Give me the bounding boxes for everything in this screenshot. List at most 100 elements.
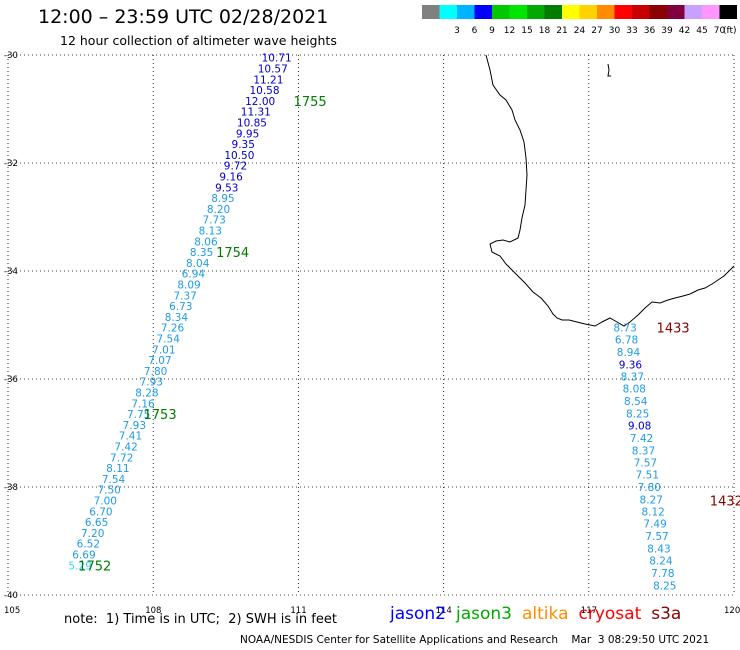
lat-tick-label: -30 — [4, 51, 18, 61]
color-scale-label: 21 — [556, 26, 567, 36]
swh-value-label: 7.54 — [157, 334, 181, 346]
color-scale-label: 30 — [609, 26, 621, 36]
lon-tick-label: 111 — [290, 606, 306, 616]
lon-tick-label: 114 — [436, 606, 452, 616]
color-swatch — [544, 5, 562, 19]
swh-value-label: 7.72 — [110, 452, 133, 464]
color-scale-label: 33 — [626, 26, 637, 36]
swh-value-label: 7.54 — [102, 474, 126, 486]
track-east: 8.736.788.949.368.378.088.548.259.087.42… — [613, 322, 740, 593]
color-scale-label: 15 — [521, 26, 532, 36]
swh-value-label: 8.95 — [211, 193, 234, 205]
swh-value-label: 8.27 — [640, 494, 663, 506]
swh-value-label: 7.00 — [94, 496, 117, 508]
inland-lake-outline — [607, 63, 611, 77]
pass-time-label: 1433 — [657, 322, 690, 337]
pass-time-label: 1754 — [216, 246, 249, 261]
swh-value-label: 8.94 — [617, 347, 641, 359]
swh-value-label: 10.58 — [249, 85, 279, 97]
legend-item-altika: altika — [522, 604, 569, 624]
color-scale-bar: 3 6 9 12 15 18 21 24 27 30 33 36 39 42 45 70(ft) — [422, 5, 737, 36]
color-swatch — [527, 5, 545, 19]
swh-value-label: 12.00 — [245, 96, 275, 108]
swh-value-label: 8.12 — [641, 506, 664, 518]
swh-value-label: 8.43 — [647, 544, 670, 556]
swh-value-label: 7.57 — [634, 458, 657, 470]
swh-value-label: 6.65 — [85, 517, 108, 529]
altimeter-tracks: 10.7110.5711.2110.5812.0011.3110.859.959… — [68, 53, 740, 593]
swh-value-label: 7.37 — [173, 290, 196, 302]
color-scale-label: 9 — [489, 26, 495, 36]
lat-tick-label: -36 — [4, 375, 18, 385]
swh-value-label: 9.35 — [232, 139, 255, 151]
color-swatch — [509, 5, 527, 19]
swh-value-label: 5.29 — [68, 560, 91, 572]
color-scale-label: 39 — [661, 26, 673, 36]
swh-value-label: 8.35 — [190, 247, 213, 259]
swh-value-label: 9.08 — [628, 420, 651, 432]
swh-value-label: 9.72 — [224, 161, 247, 173]
color-swatch — [474, 5, 492, 19]
swh-value-label: 7.93 — [123, 420, 146, 432]
swh-value-label: 8.06 — [194, 236, 218, 248]
swh-value-label: 11.21 — [253, 74, 283, 86]
swh-value-label: 7.78 — [651, 568, 674, 580]
lon-tick-label: 108 — [145, 606, 161, 616]
swh-value-label: 7.73 — [202, 215, 225, 227]
map-title: 12:00 – 23:59 UTC 02/28/2021 — [38, 6, 329, 28]
swh-value-label: 9.95 — [236, 128, 259, 140]
swh-value-label: 10.57 — [258, 64, 288, 76]
pass-time-label: 1753 — [144, 408, 177, 423]
swh-value-label: 10.71 — [262, 53, 292, 65]
swh-value-label: 9.16 — [219, 172, 243, 184]
swh-value-label: 8.25 — [626, 409, 649, 421]
australia-coastline — [485, 54, 735, 327]
color-scale-label: 6 — [472, 26, 478, 36]
pass-time-label: 1755 — [294, 95, 327, 110]
swh-value-label: 7.51 — [636, 470, 659, 482]
swh-value-label: 7.50 — [97, 485, 120, 497]
color-swatch — [562, 5, 580, 19]
color-scale-label: 24 — [574, 26, 586, 36]
color-swatch — [684, 5, 702, 19]
color-scale-label: 45 — [696, 26, 707, 36]
swh-value-label: 8.37 — [632, 445, 655, 457]
coastline — [485, 54, 735, 327]
swh-value-label: 10.50 — [224, 150, 254, 162]
color-swatch — [422, 5, 440, 19]
color-swatch — [597, 5, 615, 19]
swh-value-label: 7.26 — [161, 323, 185, 335]
legend-item-jason2: jason2 — [390, 604, 446, 624]
swh-value-label: 6.52 — [77, 539, 100, 551]
color-scale-label: 42 — [679, 26, 690, 36]
swh-value-label: 8.34 — [165, 312, 189, 324]
lat-tick-label: -34 — [4, 267, 18, 277]
swh-value-label: 7.41 — [119, 431, 142, 443]
swh-value-label: 8.11 — [106, 463, 129, 475]
color-swatch — [492, 5, 510, 19]
color-scale-unit: (ft) — [723, 26, 737, 36]
lat-lon-grid — [7, 54, 735, 596]
swh-value-label: 7.57 — [645, 531, 668, 543]
color-scale-label: 70 — [714, 26, 726, 36]
color-scale-label: 18 — [539, 26, 551, 36]
swh-value-label: 10.85 — [237, 118, 267, 130]
color-scale-label: 36 — [644, 26, 656, 36]
swh-value-label: 7.42 — [114, 442, 137, 454]
pass-time-label: 1432 — [710, 495, 740, 510]
swh-value-label: 8.37 — [621, 371, 644, 383]
swh-value-label: 8.08 — [623, 384, 646, 396]
swh-value-label: 8.73 — [613, 323, 636, 335]
color-swatch — [439, 5, 457, 19]
swh-value-label: 9.53 — [215, 182, 238, 194]
swh-value-label: 8.24 — [649, 555, 673, 567]
color-scale-label: 27 — [591, 26, 602, 36]
swh-value-label: 8.04 — [186, 258, 210, 270]
map-subtitle: 12 hour collection of altimeter wave hei… — [60, 33, 337, 48]
color-swatch — [719, 5, 737, 19]
swh-value-label: 9.36 — [619, 359, 643, 371]
track-west: 10.7110.5711.2110.5812.0011.3110.859.959… — [68, 53, 326, 575]
lon-tick-label: 117 — [581, 606, 597, 616]
color-swatch — [614, 5, 632, 19]
